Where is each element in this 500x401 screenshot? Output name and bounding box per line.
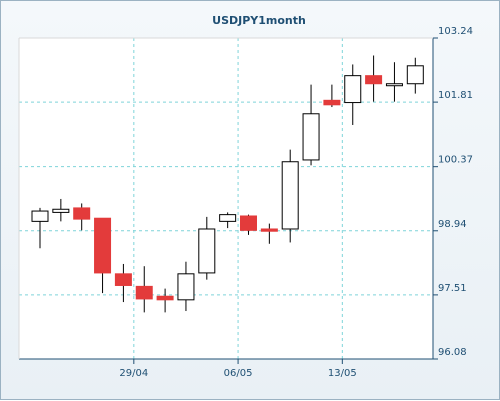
candles: [31, 55, 424, 313]
y-tick-label: 103.24: [438, 26, 473, 37]
candle: [52, 198, 70, 222]
candle: [385, 62, 403, 102]
candle-body-down: [73, 207, 91, 220]
candle: [156, 288, 174, 313]
y-tick-label: 101.81: [438, 90, 473, 101]
candle: [240, 214, 257, 235]
candle: [302, 84, 320, 166]
candle-body-down: [94, 217, 112, 274]
candle: [177, 261, 195, 312]
y-tick-label: 96.08: [438, 347, 467, 358]
candle-body-up: [385, 83, 403, 87]
candle-body-up: [302, 113, 320, 161]
candle-body-up: [219, 214, 237, 222]
candle-body-down: [135, 285, 153, 300]
candle-body-up: [177, 273, 195, 301]
y-tick-label: 97.51: [438, 283, 467, 294]
candle-body-up: [52, 208, 70, 213]
candle-body-up: [198, 228, 216, 274]
x-tick-label: 29/04: [119, 368, 148, 379]
candle-body-down: [240, 215, 257, 231]
candle: [344, 64, 362, 125]
candle: [219, 212, 237, 229]
grid-lines: [19, 38, 433, 359]
plot-area: [19, 38, 433, 359]
candle: [281, 149, 299, 243]
candle: [73, 203, 91, 231]
y-tick-label: 98.94: [438, 219, 467, 230]
chart-title: USDJPY1month: [212, 14, 306, 27]
candle-body-down: [114, 273, 132, 286]
candle: [31, 207, 49, 249]
candle: [94, 217, 112, 294]
candle: [135, 266, 153, 313]
candle: [198, 216, 216, 280]
axes: [18, 37, 434, 360]
candle-body-down: [323, 99, 341, 106]
candle: [406, 57, 424, 94]
y-axis-ticks: 103.24 101.81 100.37 98.94 97.51 96.08: [433, 26, 473, 360]
y-tick-label: 100.37: [438, 155, 473, 166]
candle: [323, 84, 341, 108]
candle: [260, 223, 278, 244]
candle-body-up: [281, 161, 299, 230]
candle-body-down: [156, 295, 174, 301]
candle: [114, 263, 132, 303]
x-axis-ticks: 29/04 06/05 13/05: [119, 359, 357, 379]
candle-body-down: [365, 75, 383, 85]
candle-body-up: [31, 210, 49, 222]
candle-body-down: [260, 228, 278, 232]
x-tick-label: 06/05: [224, 368, 253, 379]
candle-body-up: [406, 65, 424, 85]
x-tick-label: 13/05: [328, 368, 357, 379]
candle: [365, 55, 383, 102]
candle-body-up: [344, 75, 362, 104]
